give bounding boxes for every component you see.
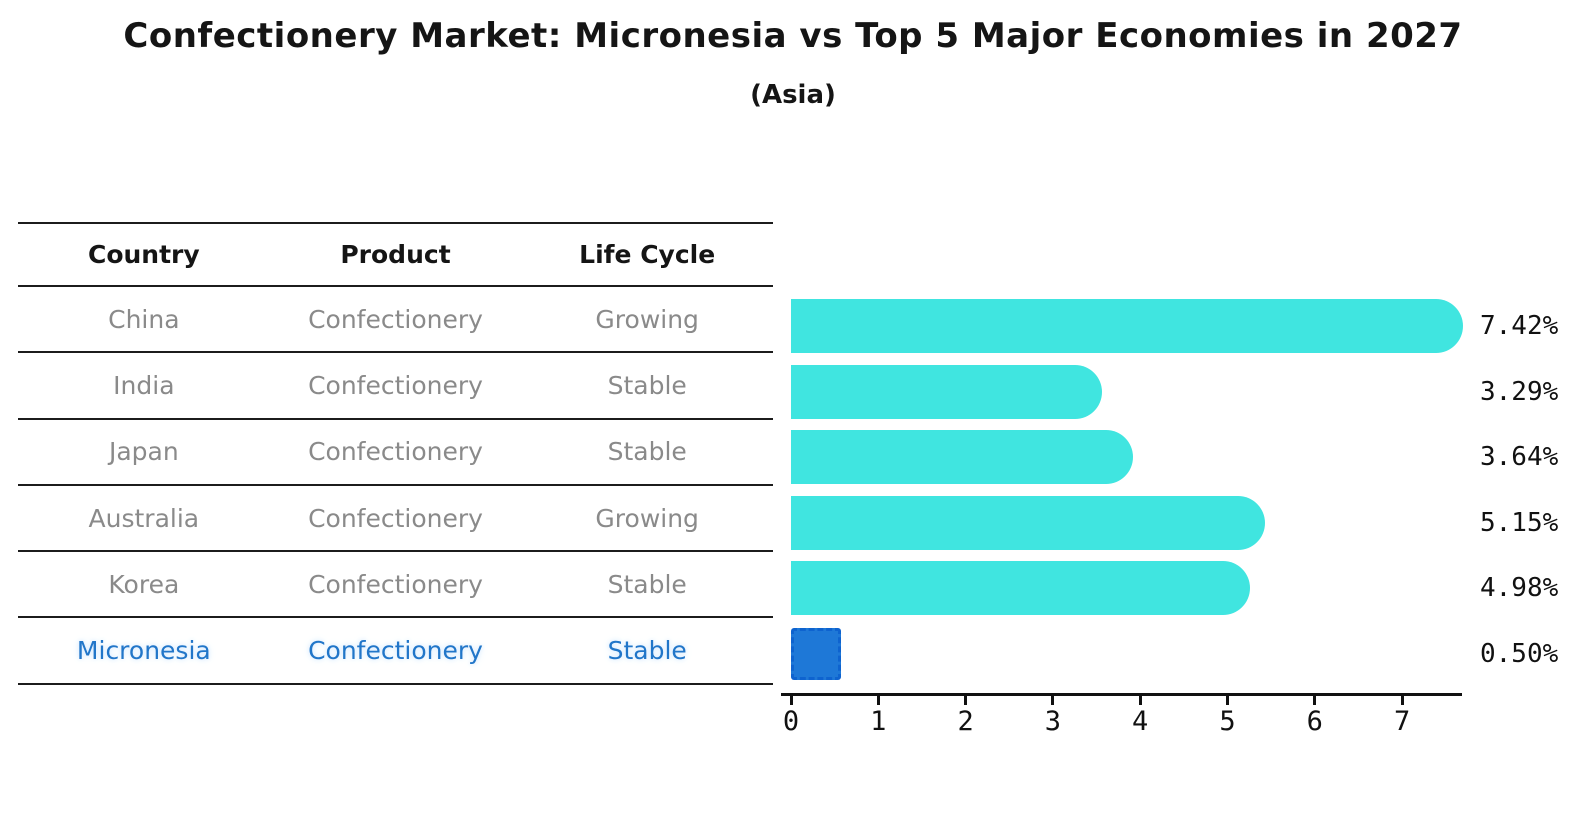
table-row: India Confectionery Stable — [18, 353, 773, 420]
x-tick-mark — [1051, 696, 1055, 705]
bar-value-label: 7.42% — [1480, 311, 1559, 341]
bar-australia — [791, 495, 1265, 550]
bar-value-label: 5.15% — [1480, 507, 1559, 538]
bar-value-label: 3.64% — [1480, 442, 1559, 472]
table-cell-country: India — [113, 370, 175, 400]
x-tick-label: 6 — [1306, 706, 1323, 737]
table-cell-life-cycle: Growing — [595, 304, 699, 334]
table-header-product: Product — [340, 240, 451, 269]
x-tick-label: 2 — [957, 706, 974, 737]
bar-value-label: 0.50% — [1480, 638, 1559, 669]
table-row: China Confectionery Growing — [18, 287, 773, 354]
table-cell-life-cycle: Stable — [607, 437, 687, 467]
x-tick-mark — [964, 696, 968, 705]
bar-japan — [791, 430, 1133, 484]
table-cell-life-cycle: Growing — [595, 503, 699, 533]
table-cell-country: Micronesia — [76, 636, 211, 666]
x-tick-label: 1 — [870, 706, 887, 737]
bar-value-label: 4.98% — [1480, 573, 1559, 603]
x-tick-label: 7 — [1393, 706, 1411, 737]
x-tick-mark — [1138, 696, 1142, 705]
x-tick-mark — [876, 696, 880, 705]
table-cell-country: Australia — [88, 503, 200, 533]
table-row: Australia Confectionery Growing — [18, 486, 773, 553]
table-cell-product: Confectionery — [308, 370, 483, 400]
table-body: China Confectionery Growing India Confection… — [18, 287, 773, 685]
table-cell-country: China — [108, 304, 180, 334]
country-table: Country Product Life Cycle China Confecti… — [18, 222, 773, 685]
chart-subtitle: (Asia) — [750, 80, 836, 110]
x-tick-mark — [1226, 696, 1229, 705]
x-axis-line — [781, 693, 1462, 696]
table-cell-life-cycle: Stable — [607, 370, 687, 400]
table-header-life-cycle: Life Cycle — [579, 240, 716, 269]
table-row: Micronesia Confectionery Stable — [18, 618, 773, 685]
bar-china — [791, 299, 1463, 353]
x-tick-mark — [1313, 696, 1317, 705]
table-cell-product: Confectionery — [308, 503, 483, 533]
table-cell-product: Confectionery — [308, 636, 483, 666]
x-tick-label: 3 — [1044, 706, 1062, 737]
table-header-row: Country Product Life Cycle — [18, 224, 773, 287]
table-cell-product: Confectionery — [308, 437, 483, 467]
x-tick-label: 0 — [782, 706, 800, 737]
table-cell-product: Confectionery — [308, 304, 483, 334]
table-header-country: Country — [87, 240, 200, 269]
table-cell-product: Confectionery — [308, 569, 483, 599]
table-row: Japan Confectionery Stable — [18, 420, 773, 486]
table-cell-life-cycle: Stable — [607, 569, 687, 599]
table-cell-country: Korea — [108, 569, 180, 599]
x-tick-mark — [789, 696, 793, 705]
x-tick-label: 5 — [1219, 706, 1236, 737]
x-tick-label: 4 — [1132, 706, 1149, 737]
bar-india — [791, 364, 1102, 419]
bar-korea — [791, 561, 1250, 615]
chart-title: Confectionery Market: Micronesia vs Top … — [123, 16, 1463, 56]
table-row: Korea Confectionery Stable — [18, 552, 773, 619]
table-cell-life-cycle: Stable — [607, 636, 687, 666]
table-cell-country: Japan — [108, 437, 179, 467]
bar-highlight-micronesia — [791, 627, 841, 680]
bar-value-label: 3.29% — [1480, 376, 1559, 407]
x-tick-mark — [1400, 696, 1404, 705]
